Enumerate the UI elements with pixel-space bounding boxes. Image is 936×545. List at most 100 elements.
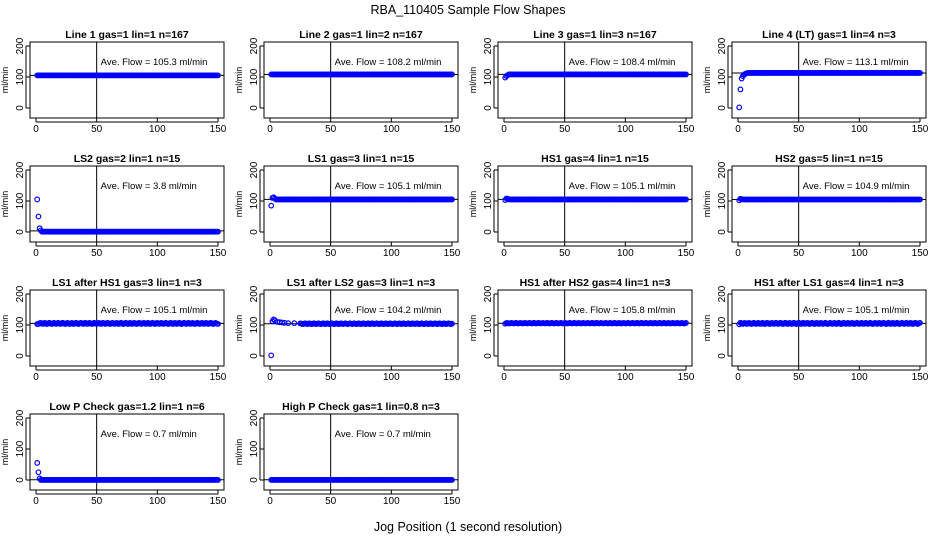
y-tick-label: 100 [717, 68, 728, 85]
plot-frame [263, 289, 459, 367]
plot-frame [263, 41, 459, 119]
average-annotation: Ave. Flow = 104.2 ml/min [335, 305, 442, 316]
x-tick-label: 50 [91, 496, 103, 507]
average-annotation: Ave. Flow = 3.8 ml/min [101, 181, 197, 192]
y-tick-label: 200 [249, 161, 260, 178]
plot-frame [263, 413, 459, 491]
y-axis-label: ml/min [702, 191, 712, 218]
y-tick-label: 100 [249, 316, 260, 333]
average-annotation: Ave. Flow = 108.4 ml/min [569, 57, 676, 68]
average-annotation: Ave. Flow = 105.1 ml/min [101, 305, 208, 316]
data-point [917, 196, 923, 203]
x-tick-label: 150 [444, 496, 461, 507]
x-tick-label: 100 [149, 124, 166, 135]
x-tick-label: 50 [325, 124, 337, 135]
y-axis-label: ml/min [0, 439, 10, 466]
x-tick-label: 50 [793, 248, 805, 259]
y-tick-label: 0 [249, 229, 260, 235]
y-tick-label: 0 [15, 105, 26, 111]
y-tick-label: 200 [15, 161, 26, 178]
y-tick-label: 0 [249, 105, 260, 111]
y-axis-label: ml/min [702, 67, 712, 94]
y-axis-label: ml/min [0, 191, 10, 218]
panel-title: Line 2 gas=1 lin=2 n=167 [299, 29, 423, 41]
x-tick-label: 100 [383, 496, 400, 507]
y-tick-label: 0 [483, 105, 494, 111]
panel-title: HS2 gas=5 lin=1 n=15 [775, 153, 883, 165]
x-tick-label: 150 [210, 124, 227, 135]
x-tick-label: 150 [210, 248, 227, 259]
average-annotation: Ave. Flow = 113.1 ml/min [803, 57, 909, 68]
data-point [215, 72, 221, 79]
y-tick-label: 200 [249, 37, 260, 54]
data-point [737, 86, 744, 93]
average-annotation: Ave. Flow = 105.1 ml/min [335, 181, 442, 192]
y-tick-label: 200 [717, 37, 728, 54]
y-tick-label: 0 [15, 477, 26, 483]
x-tick-label: 0 [501, 372, 507, 383]
x-tick-label: 50 [325, 248, 337, 259]
x-tick-label: 100 [851, 248, 868, 259]
y-axis-label: ml/min [702, 315, 712, 342]
data-points [736, 319, 923, 328]
x-tick-label: 50 [91, 372, 103, 383]
y-tick-label: 0 [249, 353, 260, 359]
data-point [215, 321, 221, 327]
y-tick-label: 100 [15, 440, 26, 457]
data-point [917, 70, 923, 76]
x-tick-label: 100 [617, 372, 634, 383]
y-axis-label: ml/min [234, 439, 244, 466]
y-axis-label: ml/min [468, 191, 478, 218]
x-tick-label: 0 [267, 372, 273, 383]
panel-title: High P Check gas=1 lin=0.8 n=3 [282, 401, 440, 413]
data-point [291, 320, 298, 327]
data-point [281, 319, 288, 326]
y-tick-label: 200 [249, 285, 260, 302]
panel-8: HS2 gas=5 lin=1 n=15 0 100 200 ml/min 0 50 100 1… [702, 153, 929, 259]
y-axis-label: ml/min [0, 67, 10, 94]
panel-title: Line 3 gas=1 lin=3 n=167 [533, 29, 657, 41]
x-tick-label: 150 [912, 124, 929, 135]
data-points [268, 71, 455, 78]
figure-xlabel: Jog Position (1 second resolution) [374, 520, 562, 534]
x-tick-label: 0 [267, 496, 273, 507]
average-annotation: Ave. Flow = 104.9 ml/min [803, 181, 910, 192]
y-tick-label: 100 [483, 68, 494, 85]
x-tick-label: 150 [210, 372, 227, 383]
y-tick-label: 100 [717, 316, 728, 333]
panel-title: HS1 after LS1 gas=4 lin=1 n=3 [754, 277, 904, 289]
data-point [449, 320, 455, 327]
panel-7: HS1 gas=4 lin=1 n=15 0 100 200 ml/min 0 50 100 1… [468, 153, 695, 259]
data-point [917, 319, 923, 326]
y-tick-label: 200 [15, 409, 26, 426]
x-tick-label: 0 [501, 248, 507, 259]
x-tick-label: 50 [325, 372, 337, 383]
panel-3: Line 3 gas=1 lin=3 n=167 0 100 200 ml/min 0 50… [468, 29, 695, 135]
data-points [736, 70, 923, 111]
x-tick-label: 150 [678, 248, 695, 259]
data-point [449, 71, 455, 78]
x-tick-label: 100 [383, 372, 400, 383]
data-point [736, 104, 743, 111]
data-points [34, 72, 221, 79]
data-points [34, 460, 221, 483]
y-tick-label: 0 [717, 353, 728, 359]
data-point [268, 352, 275, 359]
data-point [215, 228, 221, 235]
x-tick-label: 100 [383, 124, 400, 135]
data-points [502, 195, 689, 203]
panel-title: LS1 after LS2 gas=3 lin=1 n=3 [287, 277, 436, 289]
panel-12: HS1 after LS1 gas=4 lin=1 n=3 0 100 200 ml/m… [702, 277, 929, 383]
plot-frame [29, 289, 225, 367]
average-annotation: Ave. Flow = 105.1 ml/min [569, 181, 676, 192]
x-tick-label: 150 [912, 372, 929, 383]
x-tick-label: 0 [33, 496, 39, 507]
plot-frame [497, 165, 693, 243]
y-tick-label: 200 [717, 161, 728, 178]
y-tick-label: 0 [15, 229, 26, 235]
y-axis-label: ml/min [234, 315, 244, 342]
data-points [268, 194, 455, 209]
x-tick-label: 50 [793, 124, 805, 135]
panel-5: LS2 gas=2 lin=1 n=15 0 100 200 ml/min 0 50 100 1… [0, 153, 227, 259]
